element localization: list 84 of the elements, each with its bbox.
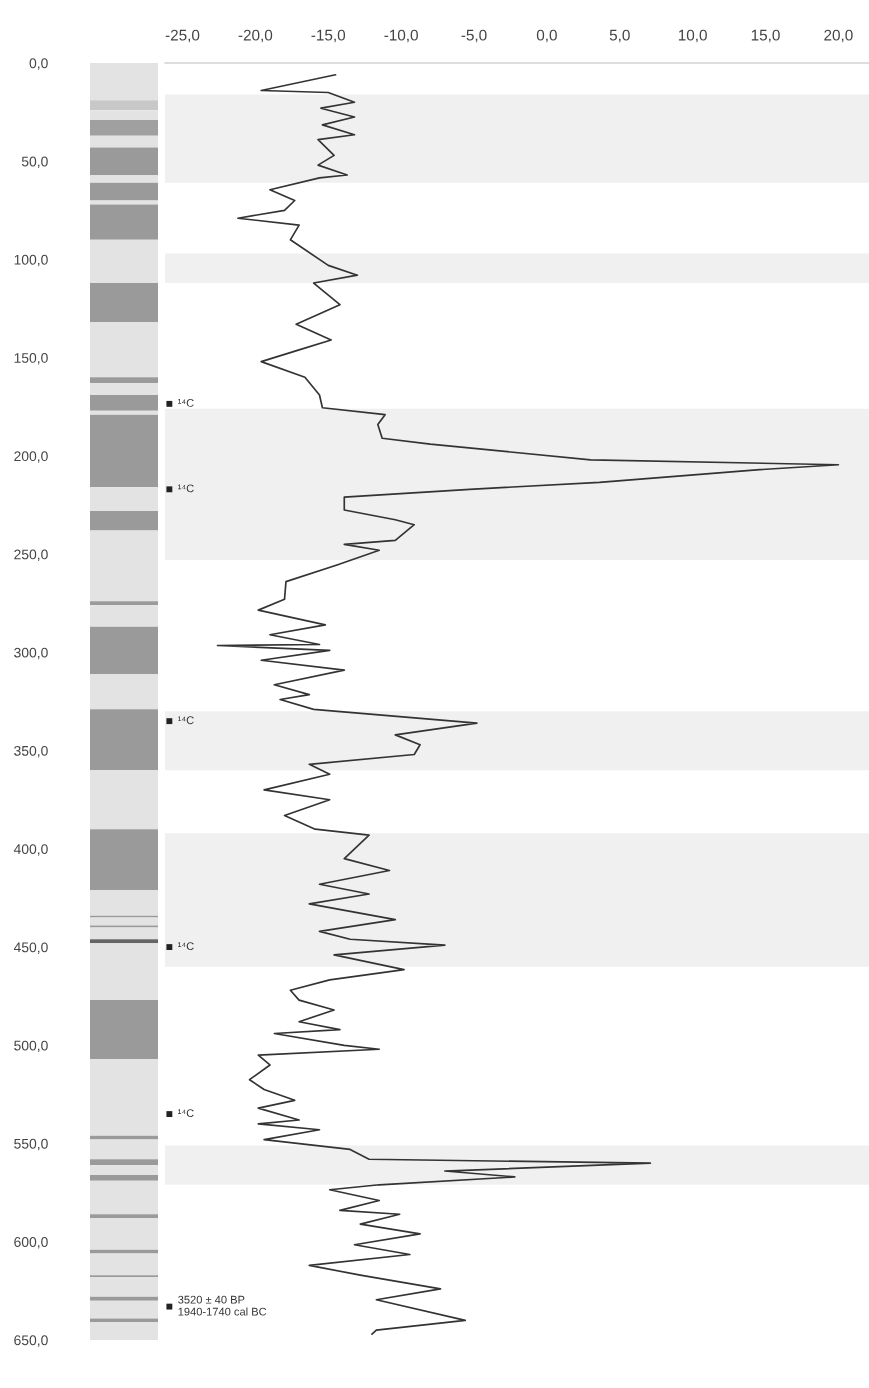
- x-tick-label: -5,0: [461, 29, 487, 43]
- bar: [90, 943, 158, 1001]
- bar: [90, 626, 158, 674]
- bar: [90, 1300, 158, 1319]
- bar: [90, 530, 158, 602]
- bar: [90, 1000, 158, 1060]
- bar: [90, 1180, 158, 1215]
- y-tick-label: 150,0: [14, 353, 48, 365]
- bar: [90, 135, 158, 148]
- bar: [90, 1139, 158, 1160]
- data-label: ¹⁴C: [178, 484, 194, 493]
- bar: [90, 601, 158, 606]
- bar: [90, 1135, 158, 1140]
- bar: [90, 204, 158, 240]
- data-label: ¹⁴C: [178, 1109, 194, 1118]
- bar: [90, 829, 158, 891]
- bar: [90, 709, 158, 771]
- y-tick-label: 500,0: [14, 1040, 48, 1053]
- y-tick-label: 100,0: [14, 254, 48, 267]
- y-tick-label: 400,0: [13, 844, 48, 856]
- bar: [90, 674, 158, 710]
- bar: [90, 414, 158, 488]
- bar: [90, 174, 158, 183]
- bar: [90, 1214, 158, 1219]
- y-tick-label: 550,0: [14, 1138, 48, 1151]
- bar: [90, 322, 158, 378]
- bar: [90, 147, 158, 175]
- bar: [90, 63, 158, 101]
- bar: [90, 1322, 158, 1340]
- point: [166, 486, 173, 493]
- bar: [90, 927, 158, 940]
- bar: [90, 395, 158, 411]
- x-tick-label: -25,0: [165, 29, 200, 43]
- y-tick-label: 600,0: [14, 1237, 48, 1249]
- bar: [90, 1277, 158, 1297]
- bar: [90, 510, 158, 531]
- bar: [90, 410, 158, 415]
- bar: [90, 383, 158, 396]
- bar: [90, 487, 158, 511]
- bar: [90, 1165, 158, 1175]
- bar: [90, 1296, 158, 1301]
- point: [166, 718, 173, 725]
- bar: [90, 182, 158, 201]
- y-tick-label: 450,0: [13, 942, 48, 954]
- data-label: ¹⁴C: [178, 716, 194, 725]
- bar: [90, 1059, 158, 1136]
- bar: [90, 770, 158, 830]
- y-tick-label: 650,0: [14, 1335, 48, 1347]
- point: [166, 400, 173, 407]
- y-tick-label: 0,0: [29, 58, 48, 70]
- x-tick-label: -10,0: [384, 29, 418, 43]
- data-label: ¹⁴C: [178, 398, 194, 407]
- bar: [90, 890, 158, 916]
- bar: [90, 1218, 158, 1250]
- x-tick-label: 10,0: [678, 29, 707, 43]
- y-tick-label: 250,0: [14, 549, 48, 561]
- bar: [90, 283, 158, 323]
- bar: [90, 1249, 158, 1254]
- y-tick-label: 300,0: [14, 647, 48, 660]
- point: [166, 1303, 173, 1310]
- data-label: 3520 ± 40 BP 1940-1740 cal BC: [178, 1295, 267, 1316]
- bar: [90, 1159, 158, 1166]
- y-tick-label: 200,0: [14, 451, 48, 463]
- point: [166, 944, 173, 951]
- x-tick-label: -15,0: [311, 29, 346, 43]
- bar: [90, 239, 158, 284]
- bar: [90, 1253, 158, 1276]
- bar: [90, 377, 158, 384]
- y-tick-label: 50,0: [21, 156, 48, 169]
- x-tick-label: 0,0: [536, 29, 557, 43]
- bar: [90, 1318, 158, 1323]
- x-tick-label: 15,0: [751, 29, 780, 43]
- data-label: ¹⁴C: [178, 942, 194, 951]
- x-tick-label: 20,0: [824, 29, 853, 43]
- bar: [90, 110, 158, 120]
- bar: [90, 119, 158, 136]
- bar: [90, 1174, 158, 1181]
- x-tick-label: -20,0: [238, 29, 273, 43]
- x-tick-label: 5,0: [609, 29, 630, 43]
- point: [166, 1111, 173, 1118]
- bar: [90, 939, 158, 944]
- bar: [90, 100, 158, 111]
- bar: [90, 605, 158, 627]
- y-tick-label: 350,0: [14, 745, 48, 758]
